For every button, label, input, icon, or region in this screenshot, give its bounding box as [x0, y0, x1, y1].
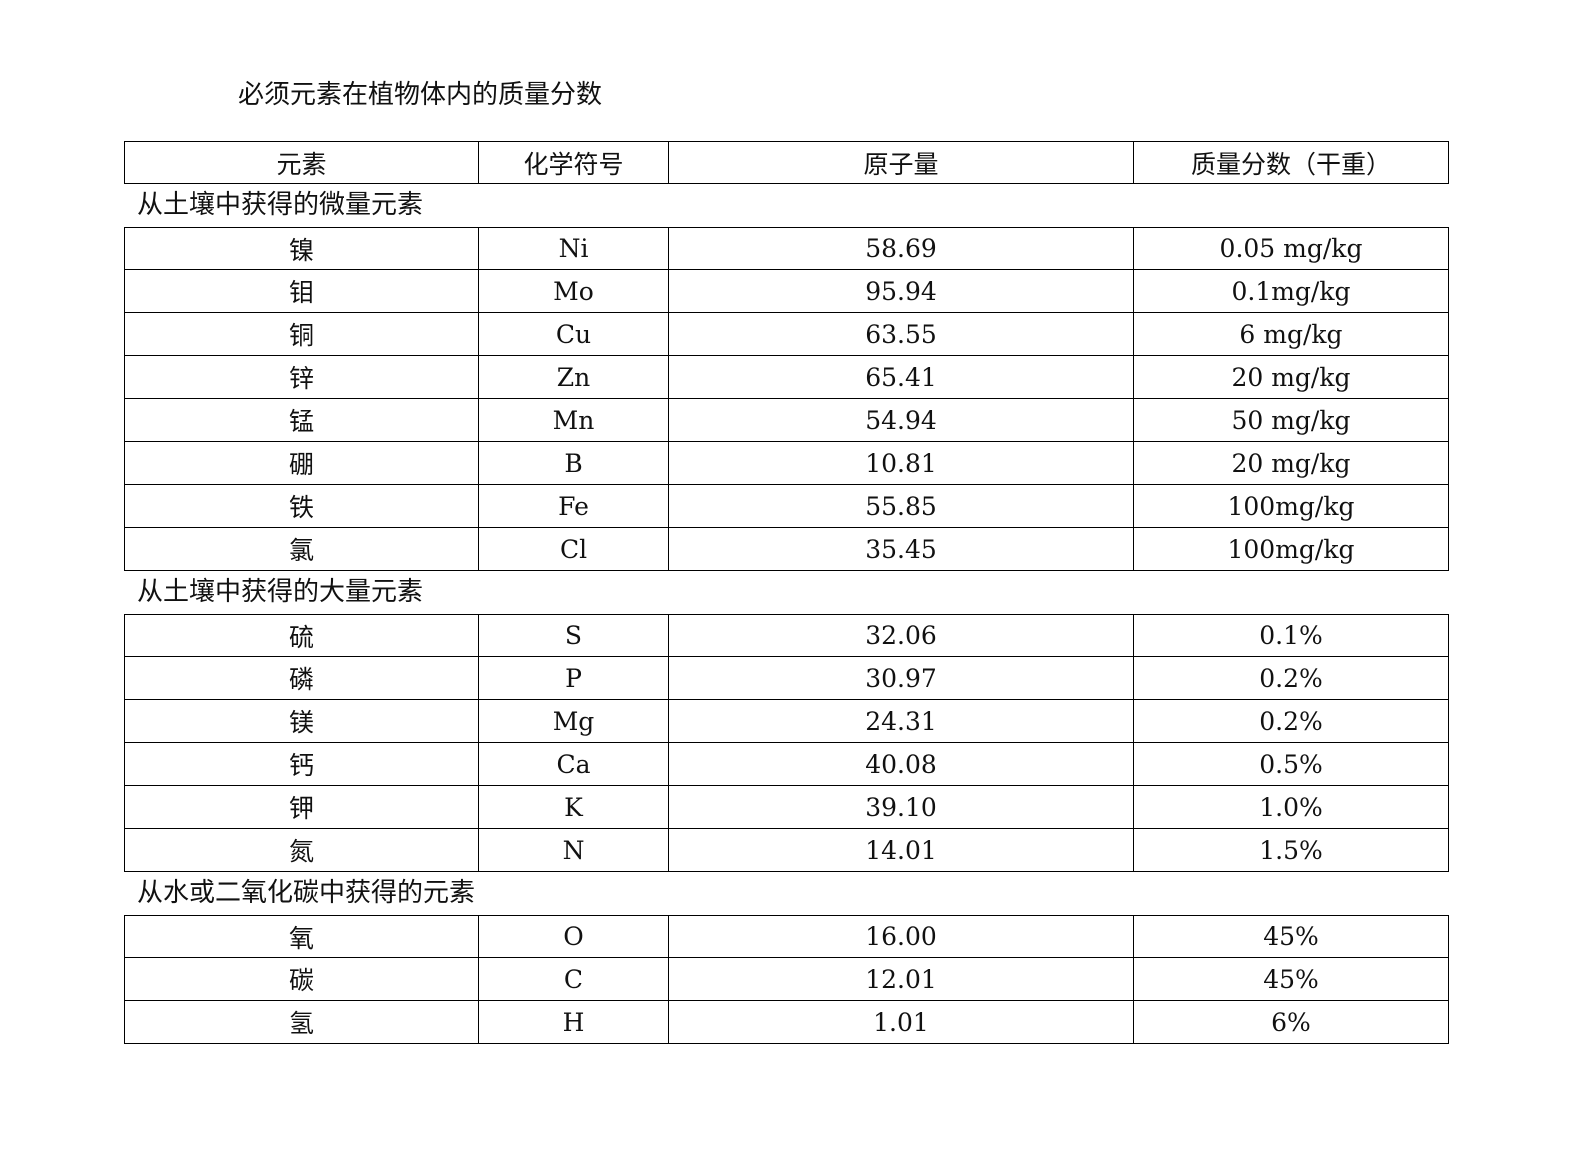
symbol-cell: Mg — [479, 700, 669, 742]
element-name-cell: 硫 — [125, 615, 479, 656]
header-cell: 化学符号 — [479, 142, 669, 183]
atomic-mass-cell: 35.45 — [669, 528, 1134, 570]
header-cell: 元素 — [125, 142, 479, 183]
section-label: 从土壤中获得的大量元素 — [137, 577, 424, 607]
mass-fraction-cell: 0.1% — [1259, 621, 1323, 650]
symbol-cell: Cu — [479, 313, 669, 355]
atomic-mass-cell: 54.94 — [669, 399, 1134, 441]
mass-fraction-cell: 0.2% — [1259, 706, 1323, 736]
atomic-mass-cell: 39.10 — [669, 786, 1134, 828]
mass-fraction-cell: 50 mg/kg — [1231, 405, 1351, 435]
element-name-cell: 锰 — [125, 399, 479, 441]
mass-fraction-cell: 100mg/kg — [1227, 491, 1355, 521]
element-name-cell: 氢 — [125, 1001, 479, 1043]
table-row: 氢 H 1.01 6% — [124, 1001, 1449, 1044]
atomic-mass-cell: 95.94 — [669, 270, 1134, 312]
element-name-cell: 氧 — [125, 916, 479, 957]
symbol-cell: N — [479, 829, 669, 871]
element-name-cell: 镁 — [125, 700, 479, 742]
atomic-mass-cell: 14.01 — [669, 829, 1134, 871]
document-title: 必须元素在植物体内的质量分数 — [238, 80, 603, 110]
atomic-mass-cell: 40.08 — [669, 743, 1134, 785]
table-row: 硫 S 32.06 0.1% — [124, 614, 1449, 657]
symbol-cell: Zn — [479, 356, 669, 398]
element-name-cell: 硼 — [125, 442, 479, 484]
mass-fraction-cell: 20 mg/kg — [1231, 448, 1351, 478]
section-label: 从土壤中获得的微量元素 — [137, 190, 424, 220]
table-row: 锰 Mn 54.94 50 mg/kg — [124, 399, 1449, 442]
element-name-cell: 钼 — [125, 270, 479, 312]
mass-fraction-cell: 6% — [1271, 1007, 1311, 1037]
element-name-cell: 铁 — [125, 485, 479, 527]
symbol-cell: P — [479, 657, 669, 699]
table-row: 铜 Cu 63.55 6 mg/kg — [124, 313, 1449, 356]
table-row: 磷 P 30.97 0.2% — [124, 657, 1449, 700]
element-name-cell: 磷 — [125, 657, 479, 699]
symbol-cell: Mo — [479, 270, 669, 312]
table-row: 钙 Ca 40.08 0.5% — [124, 743, 1449, 786]
table-row: 氯 Cl 35.45 100mg/kg — [124, 528, 1449, 571]
symbol-cell: Ni — [479, 228, 669, 269]
elements-table: 元素 化学符号 原子量 质量分数（干重） 从土壤中获得的微量元素镍 Ni 58.69… — [124, 141, 1449, 1044]
mass-fraction-cell: 100mg/kg — [1227, 534, 1355, 564]
mass-fraction-cell: 6 mg/kg — [1239, 319, 1343, 349]
atomic-mass-cell: 24.31 — [669, 700, 1134, 742]
atomic-mass-cell: 12.01 — [669, 958, 1134, 1000]
mass-fraction-cell: 20 mg/kg — [1231, 362, 1351, 392]
mass-fraction-cell: 1.0% — [1259, 792, 1323, 822]
atomic-mass-cell: 1.01 — [669, 1001, 1134, 1043]
symbol-cell: K — [479, 786, 669, 828]
symbol-cell: O — [479, 916, 669, 957]
table-row: 锌 Zn 65.41 20 mg/kg — [124, 356, 1449, 399]
atomic-mass-cell: 10.81 — [669, 442, 1134, 484]
element-name-cell: 铜 — [125, 313, 479, 355]
atomic-mass-cell: 32.06 — [669, 615, 1134, 656]
table-row: 镁 Mg 24.31 0.2% — [124, 700, 1449, 743]
element-name-cell: 碳 — [125, 958, 479, 1000]
table-row: 氮 N 14.01 1.5% — [124, 829, 1449, 872]
table-row: 硼 B 10.81 20 mg/kg — [124, 442, 1449, 485]
atomic-mass-cell: 55.85 — [669, 485, 1134, 527]
symbol-cell: S — [479, 615, 669, 656]
symbol-cell: Fe — [479, 485, 669, 527]
table-row: 镍 Ni 58.69 0.05 mg/kg — [124, 227, 1449, 270]
atomic-mass-cell: 63.55 — [669, 313, 1134, 355]
mass-fraction-cell: 0.05 mg/kg — [1219, 234, 1363, 263]
table-row: 铁 Fe 55.85 100mg/kg — [124, 485, 1449, 528]
symbol-cell: Ca — [479, 743, 669, 785]
element-name-cell: 氮 — [125, 829, 479, 871]
symbol-cell: C — [479, 958, 669, 1000]
mass-fraction-cell: 1.5% — [1259, 835, 1323, 865]
mass-fraction-cell: 45% — [1263, 964, 1319, 994]
element-name-cell: 钾 — [125, 786, 479, 828]
table-row: 氧 O 16.00 45% — [124, 915, 1449, 958]
table-row: 钼 Mo 95.94 0.1mg/kg — [124, 270, 1449, 313]
element-name-cell: 钙 — [125, 743, 479, 785]
symbol-cell: H — [479, 1001, 669, 1043]
mass-fraction-cell: 0.2% — [1259, 663, 1323, 693]
table-header-row: 元素 化学符号 原子量 质量分数（干重） — [124, 141, 1449, 184]
atomic-mass-cell: 65.41 — [669, 356, 1134, 398]
header-cell: 质量分数（干重） — [1190, 149, 1391, 179]
atomic-mass-cell: 58.69 — [669, 228, 1134, 269]
mass-fraction-cell: 45% — [1263, 922, 1319, 951]
header-cell: 原子量 — [669, 142, 1134, 183]
table-row: 碳 C 12.01 45% — [124, 958, 1449, 1001]
element-name-cell: 氯 — [125, 528, 479, 570]
symbol-cell: Cl — [479, 528, 669, 570]
element-name-cell: 镍 — [125, 228, 479, 269]
mass-fraction-cell: 0.5% — [1259, 749, 1323, 779]
symbol-cell: Mn — [479, 399, 669, 441]
symbol-cell: B — [479, 442, 669, 484]
element-name-cell: 锌 — [125, 356, 479, 398]
atomic-mass-cell: 16.00 — [669, 916, 1134, 957]
mass-fraction-cell: 0.1mg/kg — [1231, 276, 1351, 306]
section-label: 从水或二氧化碳中获得的元素 — [137, 878, 476, 908]
atomic-mass-cell: 30.97 — [669, 657, 1134, 699]
table-row: 钾 K 39.10 1.0% — [124, 786, 1449, 829]
